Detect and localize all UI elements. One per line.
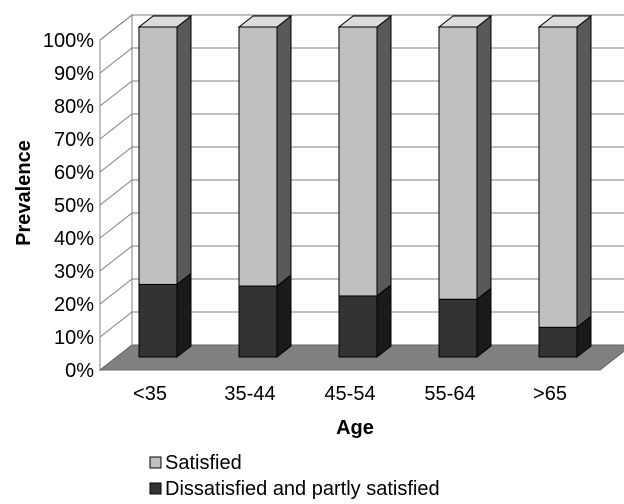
bar-segment <box>138 283 178 358</box>
x-axis-title: Age <box>336 417 374 439</box>
y-tick-label: 0% <box>65 360 94 382</box>
y-tick-label: 20% <box>54 294 94 316</box>
x-tick-label: 55-64 <box>424 383 475 405</box>
bar-top-face <box>537 15 593 28</box>
bar-segment-side <box>476 287 492 359</box>
bar-segment-side <box>376 14 392 297</box>
bar-segment-side <box>376 283 392 359</box>
bar-segment <box>538 326 578 358</box>
bar-segment-side <box>176 272 192 359</box>
bar-stack <box>537 14 593 359</box>
bar-segment-side <box>176 14 192 286</box>
x-tick-label: 35-44 <box>224 383 275 405</box>
bar-segment <box>338 26 378 297</box>
bar-stack <box>337 14 393 359</box>
bar-segment <box>438 26 478 300</box>
bar-stack <box>137 14 193 359</box>
x-tick-label: >65 <box>533 383 567 405</box>
y-tick-label: 70% <box>54 129 94 151</box>
legend-label-dissatisfied: Dissatisfied and partly satisfied <box>165 478 440 500</box>
legend-swatch-dissatisfied <box>149 482 162 495</box>
legend-swatch-satisfied <box>149 456 162 469</box>
bar-top-face <box>437 15 493 28</box>
y-tick-label: 60% <box>54 162 94 184</box>
x-tick-label: 45-54 <box>324 383 375 405</box>
bar-segment <box>238 285 278 358</box>
bar-segment-side <box>276 274 292 359</box>
x-tick-label: <35 <box>133 383 167 405</box>
legend: Satisfied Dissatisfied and partly satisf… <box>149 452 440 500</box>
legend-label-satisfied: Satisfied <box>165 452 242 474</box>
bar-segment <box>538 26 578 328</box>
bar-segment-side <box>576 14 592 329</box>
legend-item-dissatisfied: Dissatisfied and partly satisfied <box>149 478 440 500</box>
bar-stack <box>437 14 493 359</box>
bar-stack <box>237 14 293 359</box>
y-tick-label: 80% <box>54 96 94 118</box>
y-tick-label: 50% <box>54 195 94 217</box>
bar-segment-side <box>276 14 292 288</box>
bar-top-face <box>237 15 293 28</box>
y-tick-label: 100% <box>43 30 94 52</box>
bar-segment <box>438 298 478 358</box>
bar-top-face <box>137 15 193 28</box>
y-axis-title: Prevalence <box>13 140 35 246</box>
bar-segment-side <box>476 14 492 301</box>
y-axis-ticks: 0% 10% 20% 30% 40% 50% 60% 70% 80% 90% 100% <box>43 30 94 382</box>
gridline <box>99 14 624 41</box>
y-tick-label: 10% <box>54 327 94 349</box>
y-tick-label: 90% <box>54 63 94 85</box>
legend-item-satisfied: Satisfied <box>149 452 242 474</box>
bar-segment <box>138 26 178 285</box>
y-tick-label: 30% <box>54 261 94 283</box>
y-tick-label: 40% <box>54 228 94 250</box>
bars <box>137 14 593 359</box>
x-axis-ticks: <35 35-44 45-54 55-64 >65 <box>133 383 567 405</box>
bar-segment <box>338 295 378 358</box>
bar-top-face <box>337 15 393 28</box>
bar-segment <box>238 26 278 287</box>
